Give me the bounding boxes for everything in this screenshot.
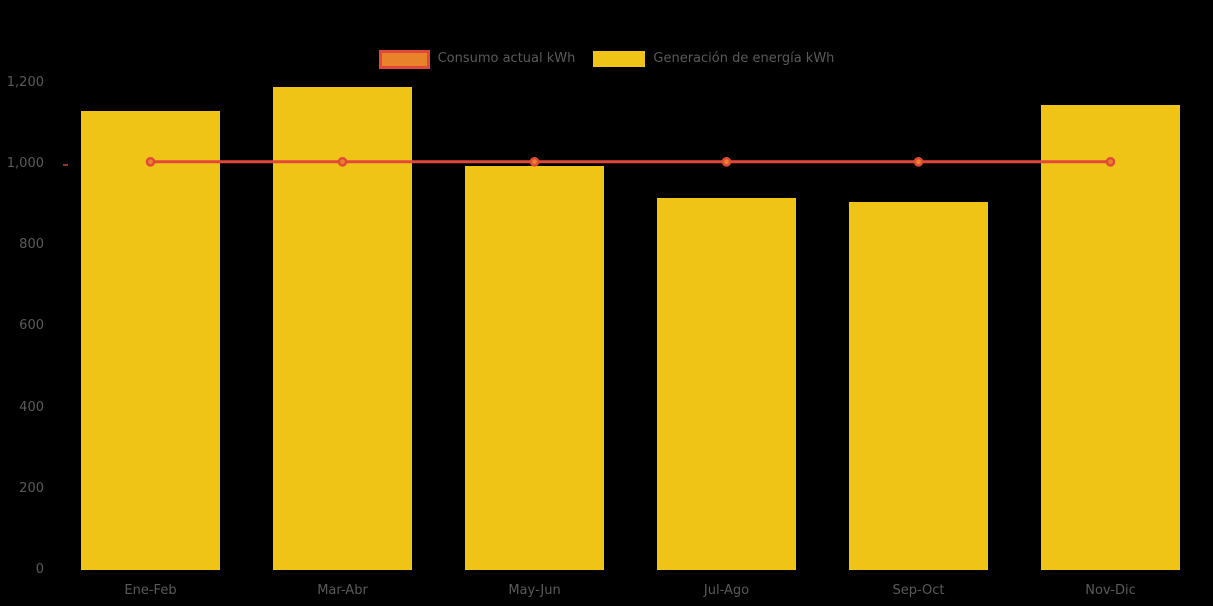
- generacion-bar[interactable]: [273, 86, 412, 570]
- generacion-bar[interactable]: [81, 111, 220, 570]
- y-axis-tick-label: 400: [19, 399, 44, 415]
- generacion-bar-swatch-icon: [593, 51, 646, 67]
- consumo-line-marker[interactable]: [1105, 157, 1116, 167]
- x-axis-tick-label: May-Jun: [508, 583, 561, 598]
- legend-item-consumo[interactable]: Consumo actual kWh: [378, 48, 576, 70]
- x-axis-tick-label: Jul-Ago: [703, 583, 750, 598]
- legend-label-generacion: Generación de energía kWh: [653, 51, 835, 66]
- x-axis-tick-label: Ene-Feb: [124, 583, 177, 598]
- legend-label-consumo: Consumo actual kWh: [437, 51, 576, 66]
- generacion-bar[interactable]: [1041, 104, 1180, 570]
- line-axis-tick: [63, 163, 68, 166]
- y-axis-tick-label: 0: [35, 562, 44, 577]
- legend-item-generacion[interactable]: Generación de energía kWh: [593, 48, 834, 70]
- consumo-line-swatch-icon: [378, 49, 430, 69]
- y-axis-tick-label: 1,000: [6, 155, 44, 171]
- x-axis-tick-label: Sep-Oct: [892, 583, 945, 598]
- generacion-bar[interactable]: [657, 198, 796, 570]
- consumo-line-marker[interactable]: [145, 157, 156, 167]
- generacion-bar[interactable]: [465, 165, 604, 570]
- y-axis-tick-label: 600: [19, 318, 44, 334]
- consumo-line-marker[interactable]: [529, 157, 540, 167]
- y-axis-tick-label: 200: [19, 480, 44, 496]
- generacion-bar[interactable]: [849, 202, 988, 570]
- chart-legend: Consumo actual kWh Generación de energía…: [0, 48, 1213, 70]
- consumo-line-marker[interactable]: [913, 157, 924, 167]
- consumo-line-marker[interactable]: [337, 157, 348, 167]
- y-axis-tick-label: 800: [19, 237, 44, 253]
- x-axis-tick-label: Mar-Abr: [317, 583, 368, 598]
- x-axis-tick-label: Nov-Dic: [1085, 583, 1136, 598]
- consumo-line-marker[interactable]: [721, 157, 732, 167]
- y-axis-tick-label: 1,200: [6, 74, 44, 90]
